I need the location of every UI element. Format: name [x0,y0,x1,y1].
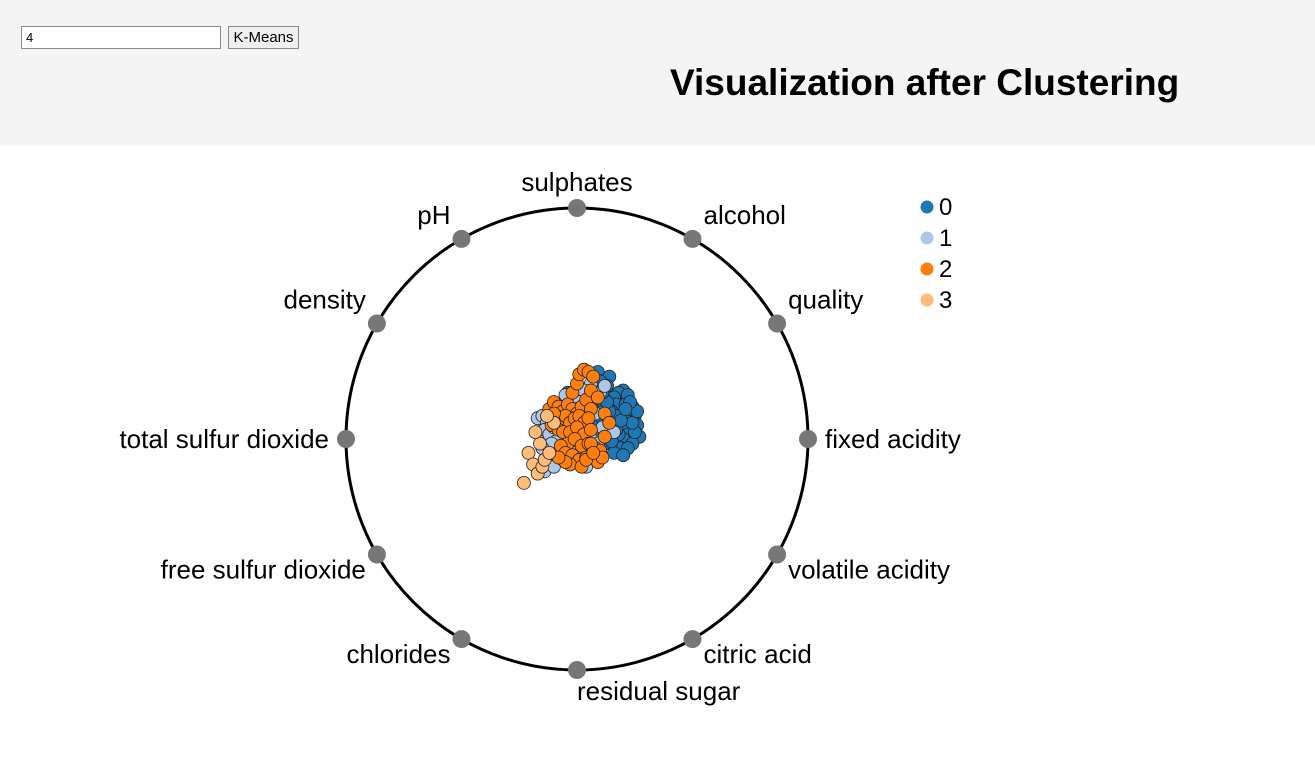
anchor-label: citric acid [704,639,812,669]
legend: 0 1 2 3 [920,194,952,314]
anchor-dot [367,314,386,333]
anchor-dot [568,199,586,217]
anchor-label: total sulfur dioxide [119,424,329,454]
anchor-dot [683,229,702,248]
anchor-label: alcohol [704,200,786,230]
legend-label: 3 [939,287,952,314]
legend-marker [920,293,934,307]
anchor-dot [768,314,787,333]
data-point-cluster-2 [584,422,598,437]
legend-marker [920,262,934,276]
page-title: Visualization after Clustering [670,62,1180,103]
anchor-label: fixed acidity [825,424,961,454]
anchor-label: chlorides [346,639,450,669]
anchor-label: density [284,285,366,315]
anchor-dot [768,545,787,564]
cluster-count-input[interactable] [21,26,221,49]
data-point-cluster-0 [614,413,628,428]
anchor-dot [337,430,355,448]
data-point-cluster-2 [581,411,596,426]
legend-label: 2 [939,256,952,283]
data-point-cluster-2 [586,369,601,384]
anchor-label: pH [417,200,450,230]
legend-marker [920,231,934,245]
data-point-cluster-3 [540,408,554,423]
points-layer [517,362,647,490]
radviz-chart: fixed acidity volatile acidity citric acid… [119,167,960,706]
data-point-cluster-2 [597,429,612,444]
data-point-cluster-0 [616,448,631,463]
data-point-cluster-2 [590,390,605,405]
header-panel [0,0,1315,145]
data-point-cluster-1 [597,378,612,393]
anchor-dot [799,430,817,448]
anchor-label: free sulfur dioxide [161,555,366,585]
anchor-label: volatile acidity [788,555,950,585]
kmeans-button[interactable]: K-Means [228,26,299,49]
legend-marker [920,200,934,214]
anchor-dot [568,661,586,679]
data-point-cluster-2 [602,415,617,430]
anchor-dot [452,229,471,248]
legend-label: 1 [939,225,952,252]
data-point-cluster-0 [618,402,633,416]
anchor-dot [452,630,471,649]
anchor-label: sulphates [521,167,632,197]
anchor-label: quality [788,285,863,315]
data-point-cluster-0 [625,415,640,430]
anchor-dot [683,630,702,649]
data-point-cluster-2 [586,445,601,460]
legend-label: 0 [939,194,952,221]
anchor-dot [367,545,386,564]
data-point-cluster-3 [542,445,557,460]
anchor-layer: fixed acidity volatile acidity citric acid… [119,167,960,706]
data-point-cluster-3 [521,445,536,460]
data-point-cluster-3 [528,425,543,440]
data-point-cluster-3 [517,475,531,490]
anchor-label: residual sugar [577,676,741,706]
